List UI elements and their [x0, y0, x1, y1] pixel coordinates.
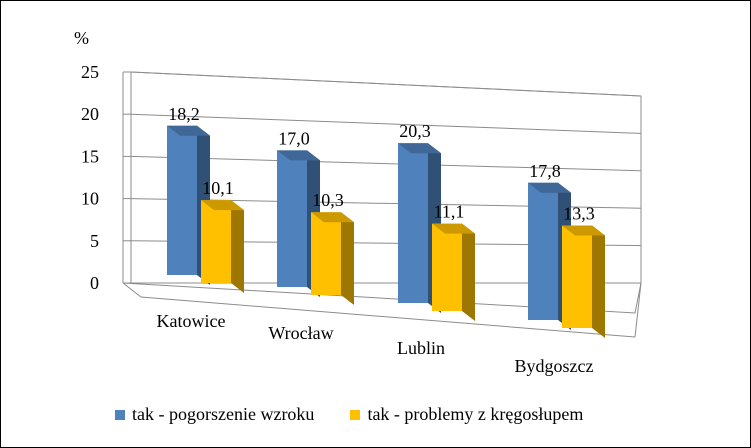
bar-top-2-0: [398, 143, 441, 154]
bar-side-2-1: [462, 223, 475, 321]
legend-item-series-1: tak - pogorszenie wzroku: [115, 404, 314, 425]
data-label-1-1: 10,3: [312, 190, 344, 210]
y-tick-label-0: 0: [90, 273, 99, 293]
gridline-5: [130, 71, 642, 97]
legend-label-series-1: tak - pogorszenie wzroku: [132, 404, 315, 424]
bar-2-1: [432, 223, 462, 311]
y-tick-label-2: 10: [81, 189, 99, 209]
x-tick-label-2: Lublin: [397, 338, 445, 358]
bar-3-1: [562, 225, 592, 328]
bar-top-0-0: [167, 125, 210, 136]
floor-right-edge: [634, 282, 642, 338]
bar-top-1-1: [311, 212, 354, 223]
y-tick-label-3: 15: [81, 146, 99, 166]
bar-1-1: [311, 212, 341, 295]
data-label-3-0: 17,8: [529, 161, 561, 181]
legend-label-series-2: tak - problemy z kręgosłupem: [367, 404, 584, 424]
gridline-4: [130, 113, 642, 134]
y-tick-label-4: 20: [81, 104, 99, 124]
bar-1-0: [277, 150, 307, 287]
bar-0-1: [201, 200, 231, 283]
legend: tak - pogorszenie wzroku tak - problemy …: [115, 404, 619, 425]
bar-top-3-0: [528, 182, 571, 193]
gridline-3: [130, 155, 642, 172]
bar-top-1-0: [277, 150, 320, 161]
bar-3-0: [528, 182, 558, 320]
floor-left-edge: [122, 282, 142, 298]
bar-side-3-1: [592, 225, 605, 338]
bar-side-0-1: [231, 200, 244, 293]
legend-swatch-series-1: [115, 409, 125, 420]
x-tick-label-0: Katowice: [157, 311, 226, 331]
x-tick-label-1: Wrocław: [268, 323, 333, 343]
data-label-0-0: 18,2: [168, 104, 200, 124]
bar-top-3-1: [562, 225, 605, 236]
data-label-0-1: 10,1: [202, 178, 234, 198]
data-label-2-1: 11,1: [434, 202, 465, 222]
bar-2-0: [398, 143, 428, 303]
data-label-2-0: 20,3: [399, 121, 431, 141]
data-label-1-0: 17,0: [278, 128, 310, 148]
y-axis-unit: %: [74, 28, 89, 48]
data-label-3-1: 13,3: [563, 203, 595, 223]
bar-0-0: [167, 125, 197, 275]
floor-front-edge: [140, 296, 636, 338]
bar-side-1-1: [341, 212, 354, 305]
bar-top-0-1: [201, 200, 244, 211]
legend-swatch-series-2: [350, 409, 361, 420]
legend-item-series-2: tak - problemy z kręgosłupem: [350, 404, 583, 425]
bar-top-2-1: [432, 223, 475, 234]
y-tick-label-5: 25: [81, 62, 99, 82]
y-tick-label-1: 5: [90, 231, 99, 251]
x-tick-label-3: Bydgoszcz: [515, 356, 594, 376]
